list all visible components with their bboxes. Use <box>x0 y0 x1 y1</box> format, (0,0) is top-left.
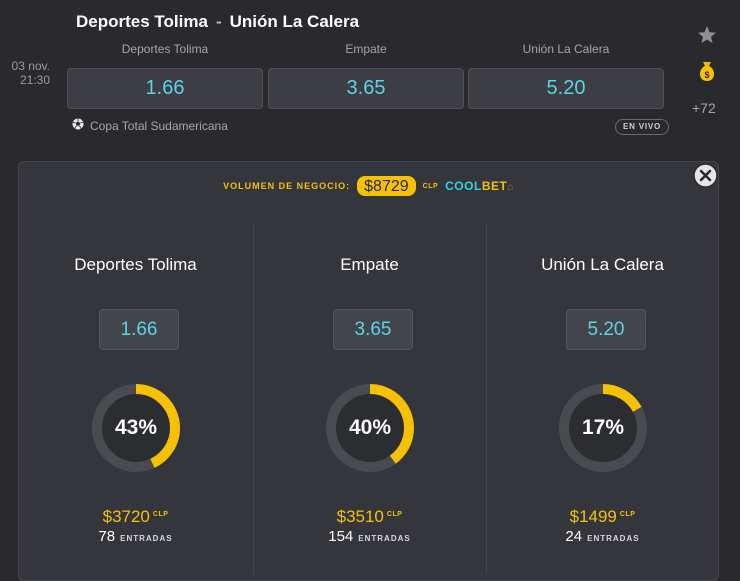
live-badge: EN VIVO <box>615 119 670 135</box>
outcome-amount: $3510 <box>336 507 384 526</box>
outcome-money: $3720 CLP <box>19 507 252 527</box>
coolbet-logo-text: COOLBET <box>445 179 508 193</box>
ring-progress <box>92 384 180 472</box>
ring-center <box>331 389 409 467</box>
odd-label-draw: Empate <box>345 42 387 56</box>
outcome-amount: $1499 <box>569 507 617 526</box>
entries-label: ENTRADAS <box>120 534 173 543</box>
title-separator: - <box>215 12 222 31</box>
outcome-title: Empate <box>340 255 399 274</box>
percentage-ring <box>326 384 414 472</box>
outcome-currency: CLP <box>152 511 169 518</box>
outcome-column-home: Deportes Tolima 1.66 43% $3720 CLP 78 EN… <box>19 162 252 580</box>
entries-count: 154 <box>328 528 354 545</box>
home-team-name: Deportes Tolima <box>76 12 208 31</box>
soccer-ball-icon <box>72 118 84 133</box>
coolbet-logo: COOLBET⌂ <box>445 179 514 193</box>
outcome-entries: 154 ENTRADAS <box>253 528 486 545</box>
entries-count: 78 <box>98 528 116 545</box>
column-divider <box>253 224 254 574</box>
svg-text:$: $ <box>704 70 709 80</box>
close-icon[interactable] <box>693 163 718 188</box>
match-date: 03 nov. <box>11 59 50 73</box>
volume-amount: $8729 <box>357 176 416 196</box>
odd-button-home[interactable]: 1.66 <box>67 68 263 109</box>
coolbet-logo-mark: ⌂ <box>507 182 514 193</box>
percentage-ring <box>92 384 180 472</box>
volume-currency: CLP <box>422 182 439 190</box>
outcome-percent: 17% <box>581 416 625 439</box>
outcome-title: Unión La Calera <box>541 255 664 274</box>
match-time: 21:30 <box>19 73 50 87</box>
outcome-entries: 78 ENTRADAS <box>19 528 252 545</box>
ring-progress <box>326 384 414 472</box>
betting-volume-panel: VOLUMEN DE NEGOCIO: $8729 CLP COOLBET⌂ D… <box>18 161 719 581</box>
entries-label: ENTRADAS <box>358 534 411 543</box>
volume-row: VOLUMEN DE NEGOCIO: $8729 CLP COOLBET⌂ <box>19 176 718 196</box>
league-info: Copa Total Sudamericana <box>72 118 228 133</box>
outcome-title: Deportes Tolima <box>74 255 197 274</box>
outcome-column-away: Unión La Calera 5.20 17% $1499 CLP 24 EN… <box>486 162 719 580</box>
away-team-name: Unión La Calera <box>229 12 360 31</box>
odd-button-draw[interactable]: 3.65 <box>268 68 464 109</box>
more-markets-count[interactable]: +72 <box>692 100 716 116</box>
outcome-money: $3510 CLP <box>253 507 486 527</box>
ring-progress <box>559 384 647 472</box>
outcome-money: $1499 CLP <box>486 507 719 527</box>
entries-count: 24 <box>565 528 583 545</box>
odd-label-home: Deportes Tolima <box>121 42 209 56</box>
star-icon[interactable] <box>693 24 721 51</box>
outcome-odd-button[interactable]: 1.66 <box>99 309 179 350</box>
league-name: Copa Total Sudamericana <box>90 118 228 133</box>
volume-label: VOLUMEN DE NEGOCIO: <box>223 181 351 191</box>
percentage-ring <box>559 384 647 472</box>
outcome-amount: $3720 <box>102 507 150 526</box>
outcome-currency: CLP <box>619 511 636 518</box>
outcome-entries: 24 ENTRADAS <box>486 528 719 545</box>
odd-label-away: Unión La Calera <box>522 42 610 56</box>
outcome-column-draw: Empate 3.65 40% $3510 CLP 154 ENTRADAS <box>253 162 486 580</box>
outcome-percent: 40% <box>348 416 392 439</box>
outcome-currency: CLP <box>386 511 403 518</box>
entries-label: ENTRADAS <box>587 534 640 543</box>
ring-center <box>97 389 175 467</box>
column-divider <box>486 224 487 574</box>
match-title: Deportes Tolima - Unión La Calera <box>76 12 359 32</box>
outcome-odd-button[interactable]: 3.65 <box>333 309 413 350</box>
outcome-odd-button[interactable]: 5.20 <box>566 309 646 350</box>
money-bag-icon[interactable]: $ <box>693 58 721 89</box>
outcome-percent: 43% <box>114 416 158 439</box>
ring-center <box>564 389 642 467</box>
odd-button-away[interactable]: 5.20 <box>468 68 664 109</box>
